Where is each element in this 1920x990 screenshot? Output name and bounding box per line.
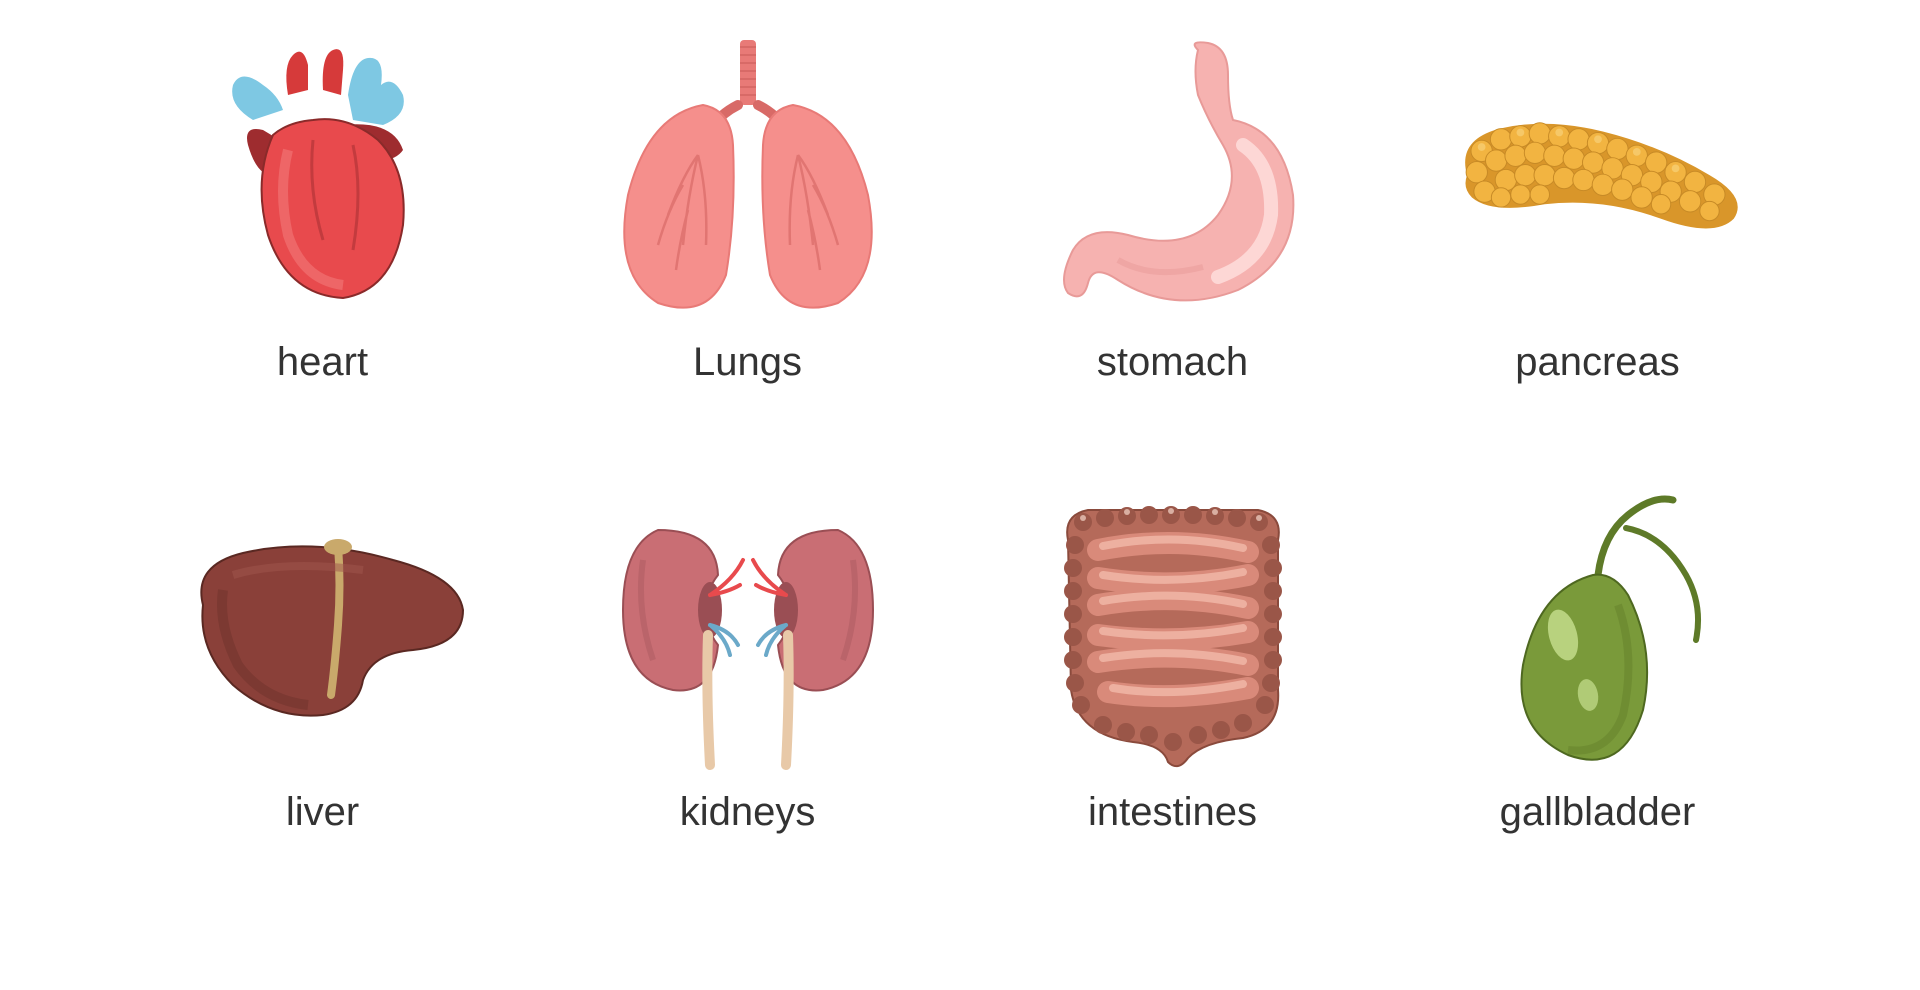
- cell-intestines: intestines: [960, 480, 1385, 930]
- intestines-icon: [1013, 480, 1333, 780]
- cell-heart: heart: [110, 30, 535, 480]
- stomach-icon: [1013, 30, 1333, 330]
- cell-gallbladder: gallbladder: [1385, 480, 1810, 930]
- pancreas-icon: [1438, 30, 1758, 330]
- lungs-label: Lungs: [693, 340, 802, 385]
- cell-stomach: stomach: [960, 30, 1385, 480]
- pancreas-label: pancreas: [1515, 340, 1680, 385]
- cell-liver: liver: [110, 480, 535, 930]
- liver-icon: [163, 480, 483, 780]
- kidneys-icon: [588, 480, 908, 780]
- cell-pancreas: pancreas: [1385, 30, 1810, 480]
- organ-grid: heart Lungs: [110, 30, 1810, 930]
- liver-label: liver: [286, 790, 359, 835]
- stomach-label: stomach: [1097, 340, 1248, 385]
- lungs-icon: [588, 30, 908, 330]
- cell-kidneys: kidneys: [535, 480, 960, 930]
- gallbladder-icon: [1438, 480, 1758, 780]
- heart-icon: [163, 30, 483, 330]
- gallbladder-label: gallbladder: [1500, 790, 1696, 835]
- heart-label: heart: [277, 340, 368, 385]
- kidneys-label: kidneys: [680, 790, 816, 835]
- cell-lungs: Lungs: [535, 30, 960, 480]
- intestines-label: intestines: [1088, 790, 1257, 835]
